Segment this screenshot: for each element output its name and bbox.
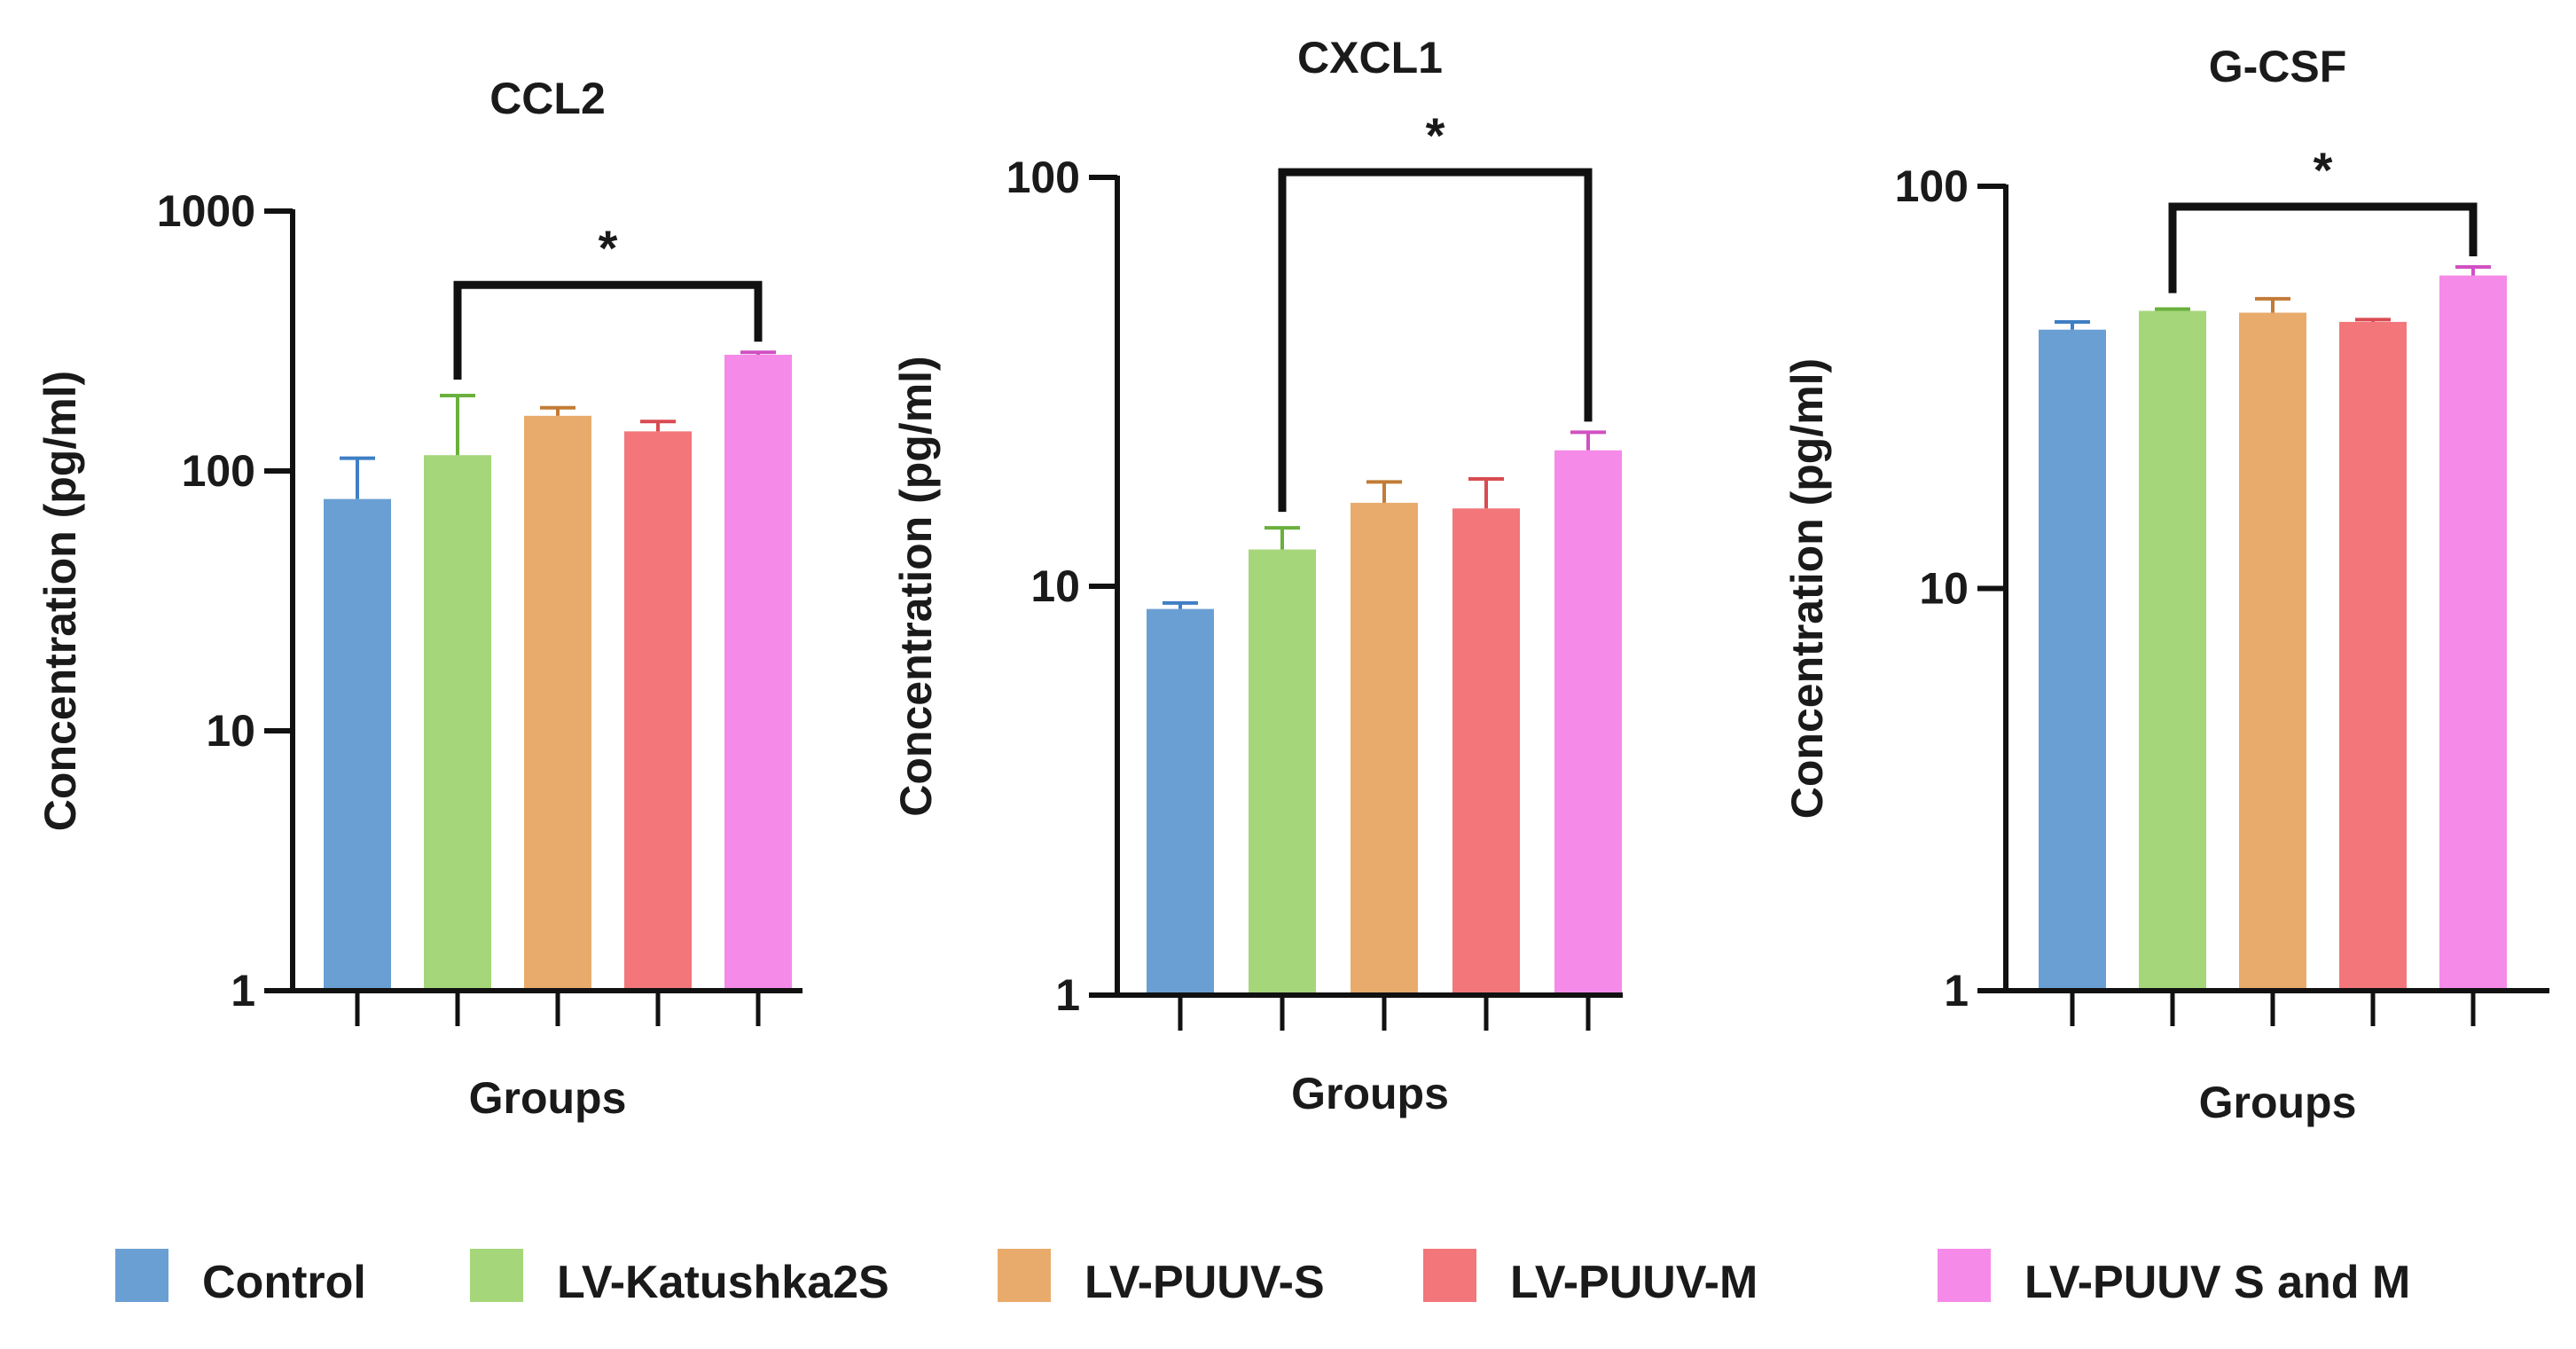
y-tick-label: 10 xyxy=(206,706,255,756)
chart-title: CXCL1 xyxy=(1297,33,1443,82)
legend-swatch-4 xyxy=(1423,1249,1476,1302)
y-tick-label: 100 xyxy=(1006,153,1080,202)
chart-panel-3: G-CSF 1 10 100 Groups Concentration (pg/ml) * xyxy=(1782,42,2549,1127)
legend-label-3: LV-PUUV-S xyxy=(1084,1257,1325,1308)
x-axis-label: Groups xyxy=(2199,1078,2357,1127)
bar-4 xyxy=(2339,321,2407,991)
legend-swatch-5 xyxy=(1938,1249,1991,1302)
y-tick-label: 100 xyxy=(182,446,255,496)
x-axis-label: Groups xyxy=(1291,1069,1449,1118)
legend-swatch-2 xyxy=(470,1249,523,1302)
y-axis-label: Concentration (pg/ml) xyxy=(1782,358,1832,819)
y-axis-label: Concentration (pg/ml) xyxy=(891,356,941,816)
bar-3 xyxy=(524,415,591,991)
legend-swatch-3 xyxy=(998,1249,1051,1302)
legend-label-1: Control xyxy=(202,1257,366,1308)
significance-bracket xyxy=(1278,168,1593,513)
legend: Control LV-Katushka2S LV-PUUV-S LV-PUUV-M LV… xyxy=(115,1249,2410,1308)
y-tick-label: 1 xyxy=(231,966,255,1016)
chart-title: CCL2 xyxy=(489,74,606,123)
bar-3 xyxy=(2239,312,2306,991)
significance-label: * xyxy=(1426,107,1445,163)
x-axis-label: Groups xyxy=(469,1073,627,1123)
bar-1 xyxy=(324,498,391,991)
bar-3 xyxy=(1351,502,1418,995)
y-tick-label: 100 xyxy=(1895,161,1969,211)
y-tick-label: 1 xyxy=(1944,966,1969,1016)
legend-swatch-1 xyxy=(115,1249,168,1302)
bar-4 xyxy=(1452,508,1520,995)
legend-label-4: LV-PUUV-M xyxy=(1510,1257,1758,1308)
y-tick-label: 1000 xyxy=(157,186,255,236)
bar-2 xyxy=(424,455,491,991)
y-tick-label: 10 xyxy=(1919,564,1969,614)
bar-2 xyxy=(1249,549,1316,995)
bar-5 xyxy=(1554,450,1622,996)
y-tick-label: 1 xyxy=(1055,970,1080,1020)
bar-5 xyxy=(724,354,792,992)
y-axis-label: Concentration (pg/ml) xyxy=(35,371,85,831)
significance-bracket xyxy=(453,280,763,380)
bar-2 xyxy=(2139,310,2206,991)
chart-panel-2: CXCL1 1 10 100 Groups Concentration (pg/ml) * xyxy=(891,33,1623,1118)
significance-bracket xyxy=(2168,202,2478,294)
chart-title: G-CSF xyxy=(2209,42,2347,91)
significance-label: * xyxy=(2314,142,2333,198)
bar-1 xyxy=(1147,608,1214,995)
legend-label-5: LV-PUUV S and M xyxy=(2024,1257,2410,1308)
bar-1 xyxy=(2039,329,2106,991)
significance-label: * xyxy=(599,220,618,276)
bar-4 xyxy=(624,431,692,991)
chart-panel-1: CCL2 1 10 100 1000 Groups Concentration (pg/ml… xyxy=(35,74,803,1123)
legend-label-2: LV-Katushka2S xyxy=(557,1257,889,1308)
y-tick-label: 10 xyxy=(1030,561,1080,611)
chart-panels: CCL2 1 10 100 1000 Groups Concentration (pg/ml… xyxy=(35,33,2549,1127)
bar-5 xyxy=(2439,275,2507,991)
